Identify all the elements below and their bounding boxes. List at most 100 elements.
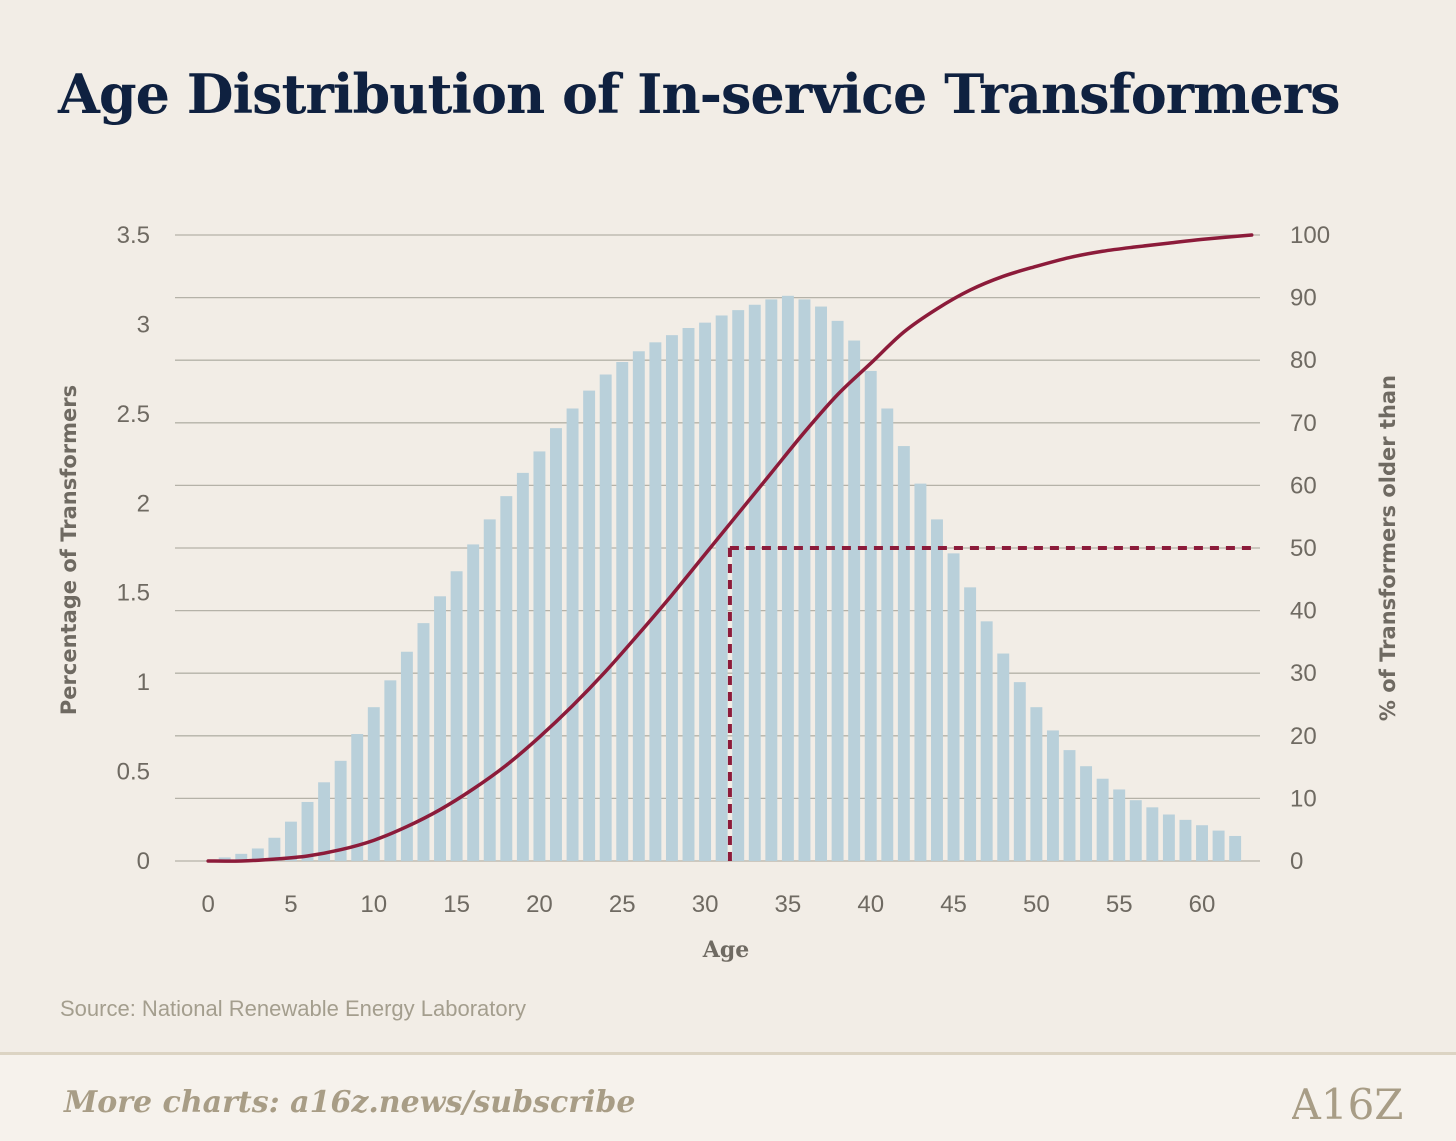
x-axis-label: Age	[702, 937, 749, 963]
x-tick-label: 55	[1106, 891, 1133, 918]
left-y-ticks: 0 0.5 1 1.5 2 2.5 3 3.5	[117, 222, 150, 875]
x-tick-label: 20	[526, 891, 553, 918]
bar	[1212, 830, 1225, 861]
bar	[434, 596, 447, 861]
bar	[815, 306, 827, 861]
a16z-logo: A16Z	[1292, 1080, 1402, 1129]
bar	[566, 408, 579, 861]
y2-tick-label: 20	[1290, 723, 1317, 750]
y2-tick-label: 70	[1290, 410, 1317, 437]
x-tick-label: 35	[775, 891, 802, 918]
x-tick-label: 40	[857, 891, 884, 918]
bar	[864, 370, 877, 861]
y-tick-label: 0	[137, 848, 150, 875]
source-note: Source: National Renewable Energy Labora…	[60, 996, 526, 1021]
bar	[616, 361, 629, 861]
bar	[1013, 682, 1026, 861]
cumulative-curve-layer	[206, 233, 1255, 863]
bar	[947, 553, 960, 861]
y-tick-label: 2	[137, 490, 150, 517]
bar	[1063, 750, 1076, 861]
bar	[500, 496, 513, 861]
y2-tick-label: 60	[1290, 472, 1317, 499]
y-tick-label: 0.5	[117, 759, 150, 786]
x-tick-label: 50	[1023, 891, 1050, 918]
bar	[218, 857, 231, 861]
right-y-ticks: 0 10 20 30 40 50 60 70 80 90 100	[1290, 222, 1330, 875]
svg-text:A16Z: A16Z	[1292, 1080, 1402, 1129]
bar	[1162, 814, 1175, 861]
bar	[682, 328, 695, 861]
y-tick-label: 3	[137, 311, 150, 338]
y2-tick-label: 50	[1290, 535, 1317, 562]
bar	[483, 519, 496, 861]
bar	[400, 651, 413, 861]
bars	[218, 295, 1242, 862]
bar	[848, 340, 861, 861]
bar	[467, 544, 480, 861]
y-tick-label: 3.5	[117, 222, 150, 249]
x-tick-label: 10	[360, 891, 387, 918]
x-tick-label: 5	[284, 891, 297, 918]
bar	[235, 853, 248, 861]
x-tick-label: 25	[609, 891, 636, 918]
bar	[384, 680, 397, 861]
bar	[1080, 766, 1093, 861]
bar	[931, 519, 943, 861]
bar	[748, 304, 761, 861]
bar	[897, 446, 910, 861]
x-tick-label: 60	[1189, 891, 1216, 918]
y-tick-label: 1	[137, 669, 150, 696]
bar	[1046, 730, 1059, 861]
x-tick-label: 0	[201, 891, 214, 918]
bar	[831, 320, 844, 861]
y2-tick-label: 80	[1290, 347, 1317, 374]
subscribe-link[interactable]: More charts: a16z.news/subscribe	[64, 1085, 636, 1120]
chart-title: Age Distribution of In-service Transform…	[58, 62, 1341, 126]
bar	[284, 821, 297, 861]
bar	[914, 483, 927, 861]
bar	[997, 653, 1010, 861]
bar	[881, 408, 894, 861]
bar	[1229, 835, 1242, 861]
y-tick-label: 2.5	[117, 401, 150, 428]
bar	[798, 299, 811, 862]
bar	[1113, 789, 1126, 861]
y2-tick-label: 100	[1290, 222, 1330, 249]
bar	[699, 322, 712, 861]
bar	[268, 837, 281, 861]
bar	[1129, 800, 1142, 861]
bar	[301, 801, 314, 861]
bar	[599, 374, 612, 861]
bar	[1096, 778, 1109, 861]
y2-tick-label: 30	[1290, 660, 1317, 687]
y-tick-label: 1.5	[117, 580, 150, 607]
y2-tick-label: 0	[1290, 848, 1303, 875]
bar	[665, 335, 678, 861]
y2-tick-label: 10	[1290, 785, 1317, 812]
y2-tick-label: 90	[1290, 285, 1317, 312]
bar	[732, 310, 745, 861]
bar	[450, 571, 463, 861]
bar	[318, 782, 331, 861]
y-axis-label: Percentage of Transformers	[57, 385, 81, 715]
bar	[1146, 807, 1159, 861]
x-ticks: 0 5 10 15 20 25 30 35 40 45 50 55 60	[201, 891, 1215, 918]
bar	[632, 351, 645, 861]
bar	[533, 451, 546, 861]
bar	[715, 315, 728, 861]
bar	[649, 342, 662, 861]
bar	[550, 428, 562, 861]
bar	[781, 295, 794, 862]
bar	[980, 621, 993, 861]
y2-axis-label: % of Transformers older than	[1376, 375, 1400, 721]
x-tick-label: 45	[940, 891, 967, 918]
bar	[367, 707, 380, 861]
bar	[583, 390, 596, 861]
bar	[251, 848, 264, 861]
cumulative-curve	[206, 233, 1254, 863]
bar	[351, 734, 364, 861]
y2-tick-label: 40	[1290, 598, 1317, 625]
bar	[417, 623, 430, 861]
bar	[1179, 819, 1192, 861]
